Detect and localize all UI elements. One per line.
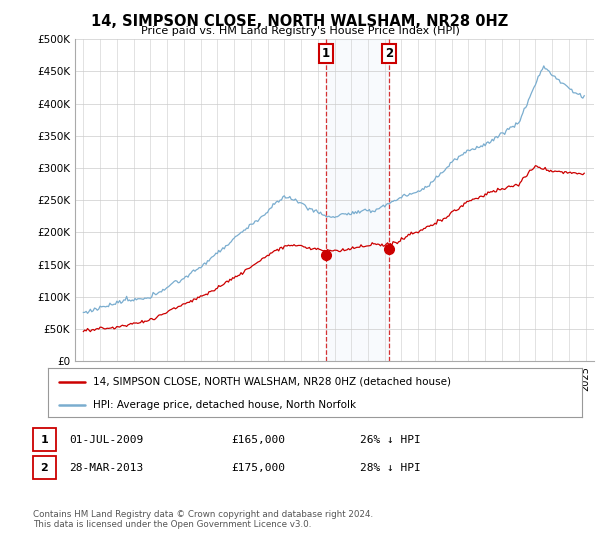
Text: Price paid vs. HM Land Registry's House Price Index (HPI): Price paid vs. HM Land Registry's House … [140,26,460,36]
Text: 14, SIMPSON CLOSE, NORTH WALSHAM, NR28 0HZ (detached house): 14, SIMPSON CLOSE, NORTH WALSHAM, NR28 0… [94,377,451,387]
Bar [326,39,389,361]
Text: 1: 1 [41,435,48,445]
Text: 26% ↓ HPI: 26% ↓ HPI [360,435,421,445]
Text: 2: 2 [41,463,48,473]
Text: £175,000: £175,000 [231,463,285,473]
Text: HPI: Average price, detached house, North Norfolk: HPI: Average price, detached house, Nort… [94,400,356,410]
Text: 1: 1 [322,47,330,60]
Text: 2: 2 [385,47,393,60]
Text: Contains HM Land Registry data © Crown copyright and database right 2024.
This d: Contains HM Land Registry data © Crown c… [33,510,373,529]
Text: 14, SIMPSON CLOSE, NORTH WALSHAM, NR28 0HZ: 14, SIMPSON CLOSE, NORTH WALSHAM, NR28 0… [91,14,509,29]
Text: 28% ↓ HPI: 28% ↓ HPI [360,463,421,473]
Text: £165,000: £165,000 [231,435,285,445]
Text: 28-MAR-2013: 28-MAR-2013 [69,463,143,473]
Text: 01-JUL-2009: 01-JUL-2009 [69,435,143,445]
